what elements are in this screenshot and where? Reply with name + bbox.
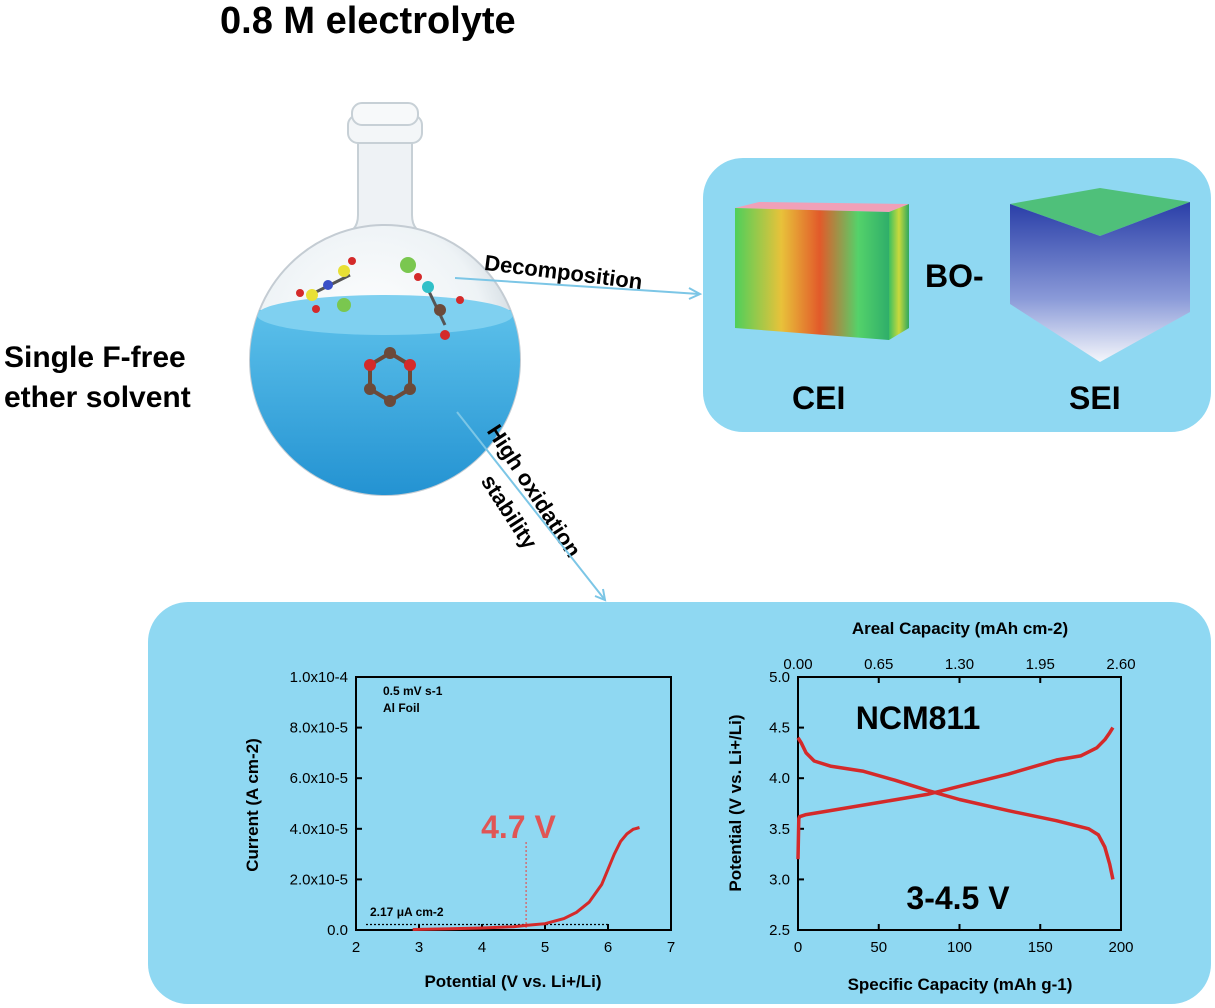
- lsv-ytick-label: 1.0x10-4: [290, 669, 348, 686]
- ncm-xtick-label: 50: [870, 939, 887, 956]
- salt-molecules: [296, 257, 464, 340]
- lsv-substrate: Al Foil: [383, 701, 420, 715]
- ncm-ytick-label: 4.0: [769, 770, 790, 787]
- ncm-x2tick-label: 0.00: [783, 656, 812, 673]
- solvent-label-line2: ether solvent: [4, 381, 191, 414]
- solvent-label: Single F-free ether solvent: [4, 338, 191, 418]
- lsv-ytick-label: 2.0x10-5: [290, 871, 348, 888]
- lsv-frame: [355, 676, 672, 931]
- ncm-ytick-label: 3.0: [769, 871, 790, 888]
- ncm-ylabel: Potential (V vs. Li+/Li): [726, 714, 745, 891]
- ncm-ytick-label: 2.5: [769, 922, 790, 939]
- cei-cube: [735, 202, 909, 340]
- ncm-ytick-label: 5.0: [769, 669, 790, 686]
- ncm-chart: Areal Capacity (mAh cm-2) NCM811 3-4.5 V…: [726, 619, 1136, 994]
- ncm-xtick-label: 200: [1108, 939, 1133, 956]
- bo-label: BO-: [925, 258, 984, 294]
- ncm-series-line: [796, 726, 1115, 860]
- plots-panel: 0.5 mV s-1 Al Foil 4.7 V 2.17 μA cm-2 Po…: [148, 602, 1211, 1004]
- lsv-baseline-label: 2.17 μA cm-2: [370, 905, 444, 919]
- ncm-ytick-label: 3.5: [769, 821, 790, 838]
- lsv-xtick-label: 3: [415, 939, 423, 956]
- flask-illustration: [249, 102, 521, 496]
- ncm-x2tick-label: 0.65: [864, 656, 893, 673]
- ncm-x2label: Areal Capacity (mAh cm-2): [852, 619, 1068, 638]
- ncm-title: NCM811: [856, 700, 981, 736]
- sei-cube: [1010, 188, 1190, 362]
- ncm-xtick-label: 150: [1028, 939, 1053, 956]
- lsv-xtick-label: 6: [604, 939, 612, 956]
- ncm-xtick-label: 0: [794, 939, 802, 956]
- lsv-ylabel: Current (A cm-2): [243, 738, 262, 872]
- flask-neck: [339, 102, 431, 236]
- ncm-voltage-window: 3-4.5 V: [906, 880, 1010, 916]
- ncm-x2tick-label: 1.30: [945, 656, 974, 673]
- page-title: 0.8 M electrolyte: [220, 0, 516, 42]
- lsv-xtick-label: 7: [667, 939, 675, 956]
- decomposition-arrow: [455, 277, 703, 300]
- ncm-series-line: [796, 736, 1115, 880]
- lsv-series-line: [412, 826, 640, 931]
- ncm-x2tick-label: 2.60: [1106, 656, 1135, 673]
- lsv-ytick-label: 4.0x10-5: [290, 821, 348, 838]
- interphase-panel: BO- CEI SEI: [703, 158, 1211, 432]
- cei-label: CEI: [792, 380, 846, 416]
- lsv-xlabel: Potential (V vs. Li+/Li): [424, 972, 601, 991]
- lsv-xtick-label: 5: [541, 939, 549, 956]
- lsv-scan-rate: 0.5 mV s-1: [383, 684, 443, 698]
- ncm-xtick-label: 100: [947, 939, 972, 956]
- ether-solvent-molecule: [364, 347, 416, 407]
- lsv-onset-label: 4.7 V: [481, 809, 556, 845]
- lsv-ytick-label: 8.0x10-5: [290, 720, 348, 737]
- oxidation-arrow: [456, 411, 607, 602]
- lsv-ytick-label: 6.0x10-5: [290, 770, 348, 787]
- lsv-ytick-label: 0.0: [327, 922, 348, 939]
- ncm-xlabel: Specific Capacity (mAh g-1): [848, 975, 1073, 994]
- ncm-ytick-label: 4.5: [769, 720, 790, 737]
- lsv-xtick-label: 4: [478, 939, 486, 956]
- lsv-chart: 0.5 mV s-1 Al Foil 4.7 V 2.17 μA cm-2 Po…: [243, 669, 675, 991]
- solvent-label-line1: Single F-free: [4, 341, 186, 374]
- sei-label: SEI: [1069, 380, 1121, 416]
- ncm-x2tick-label: 1.95: [1026, 656, 1055, 673]
- lsv-xtick-label: 2: [352, 939, 360, 956]
